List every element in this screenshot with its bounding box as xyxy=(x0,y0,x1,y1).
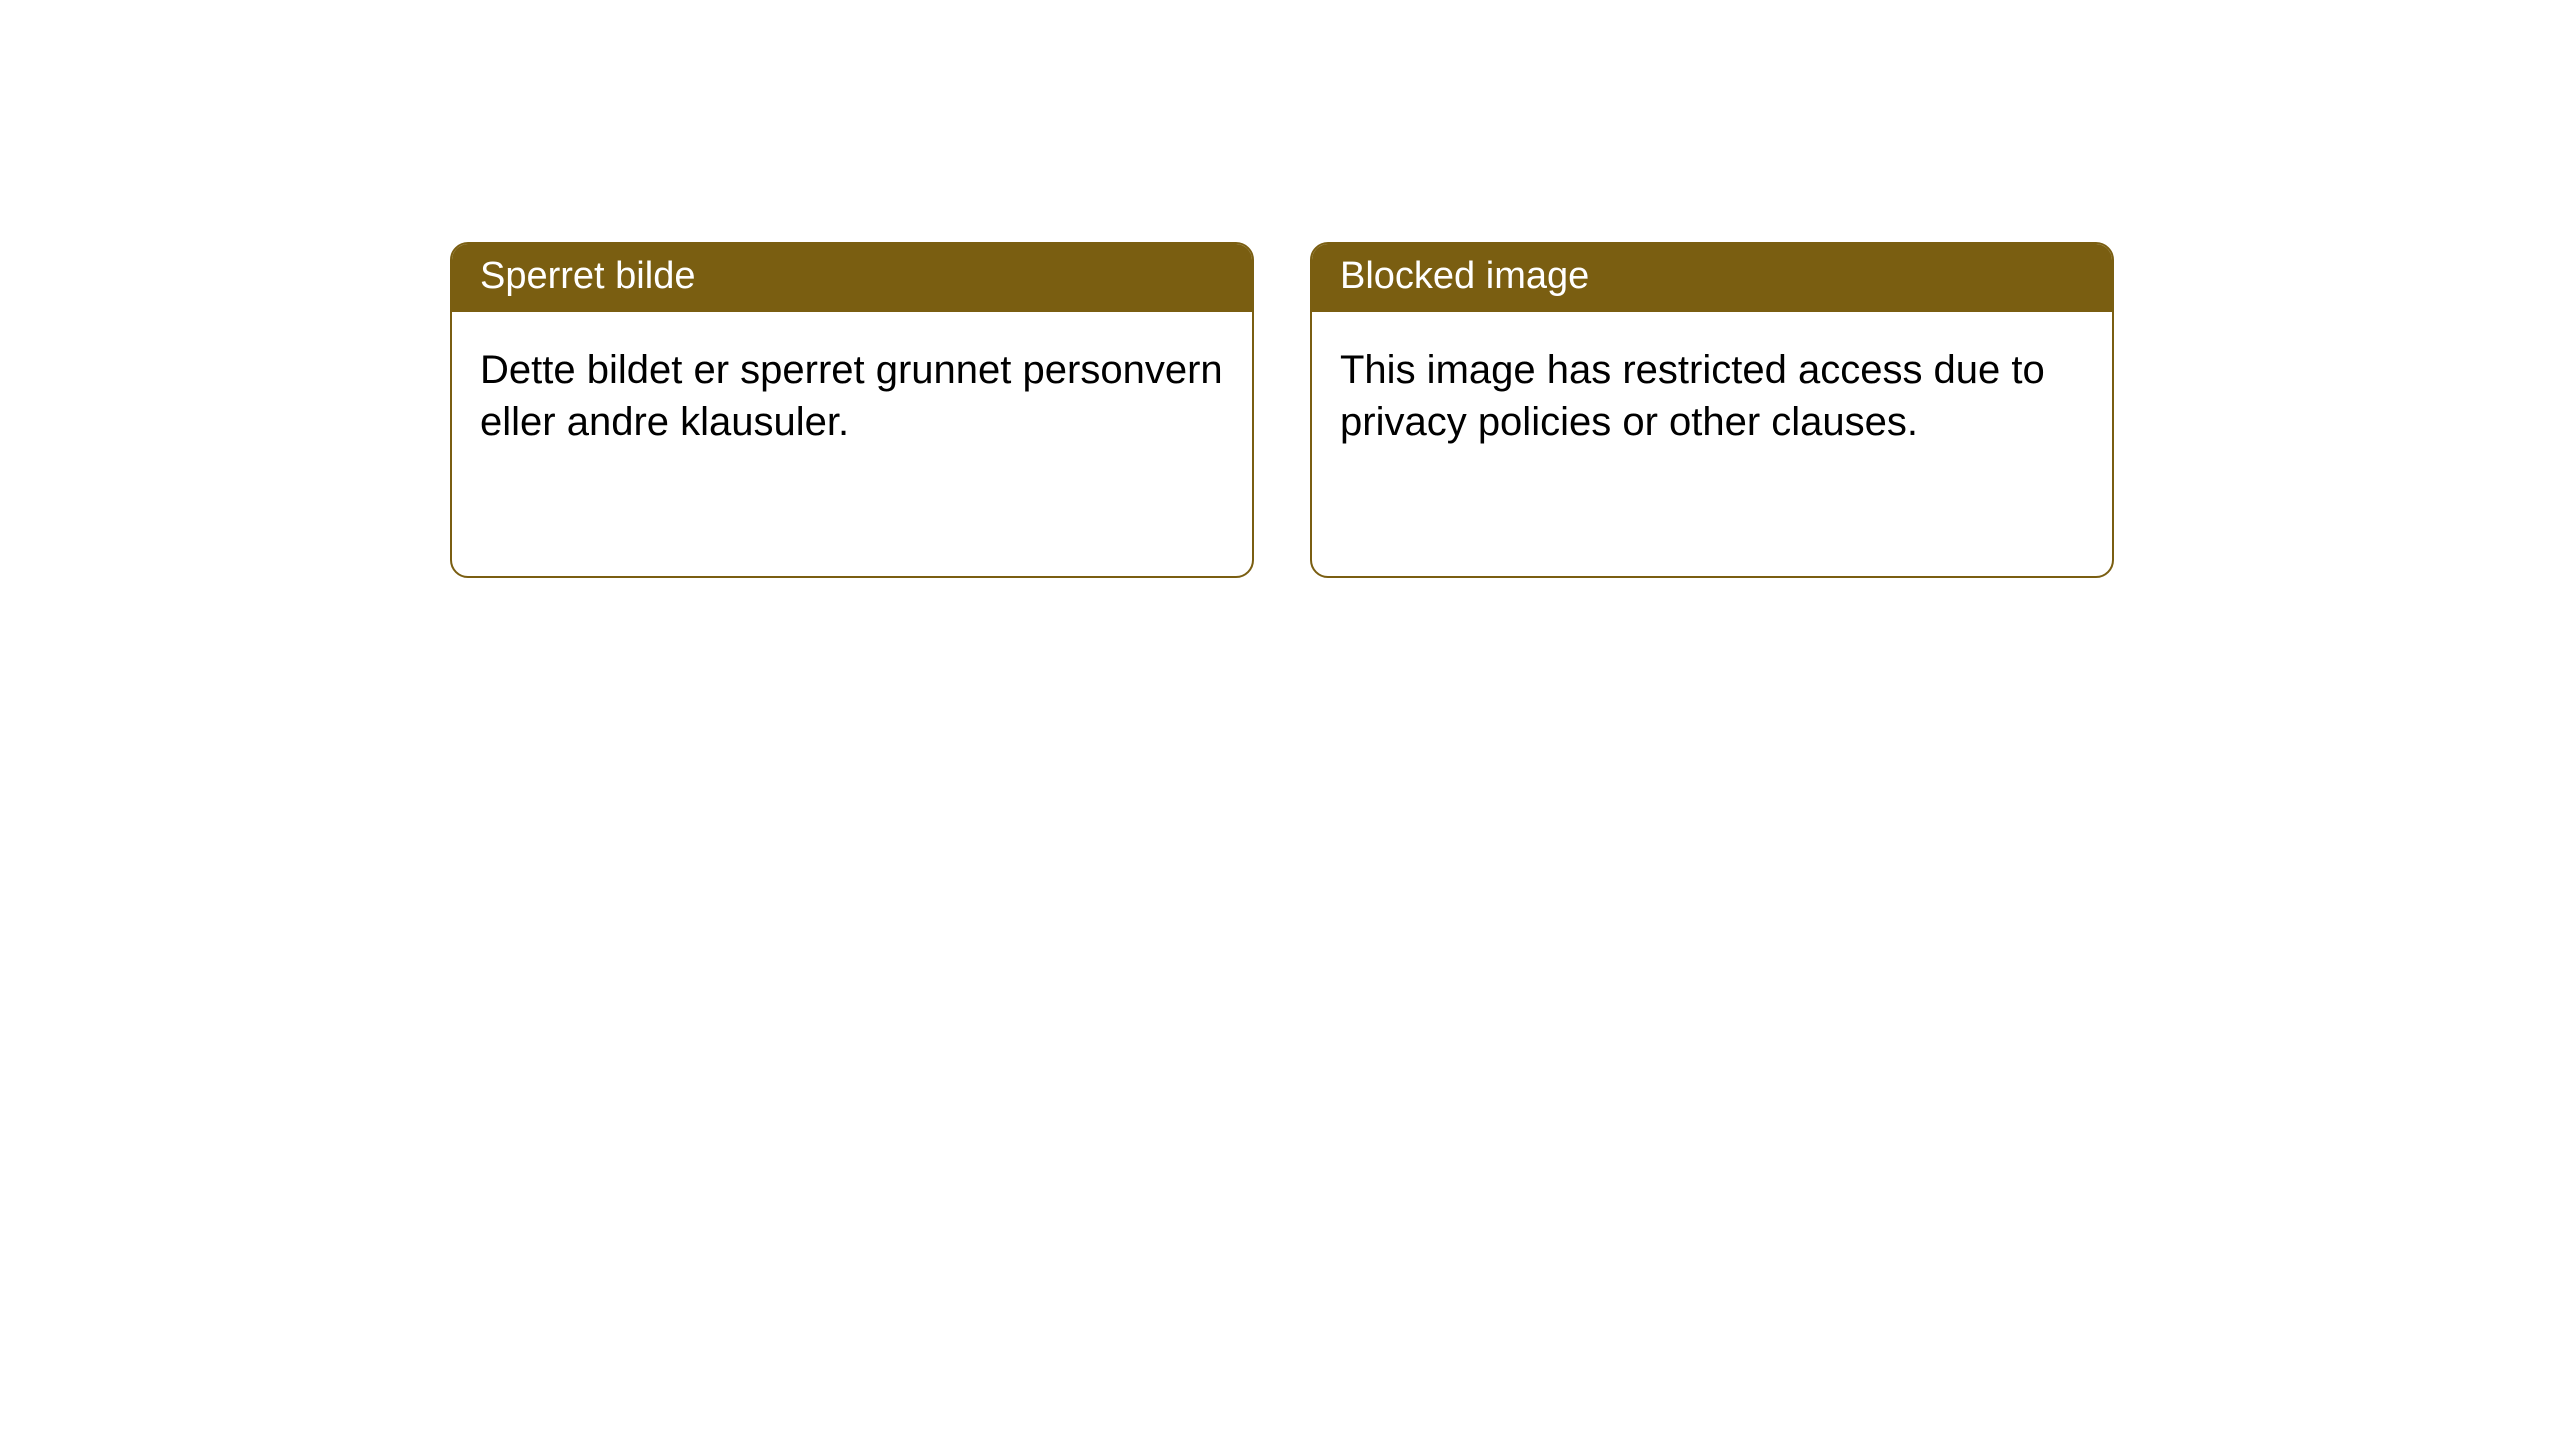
notice-title-no: Sperret bilde xyxy=(452,244,1252,312)
notice-card-no: Sperret bilde Dette bildet er sperret gr… xyxy=(450,242,1254,578)
notice-container: Sperret bilde Dette bildet er sperret gr… xyxy=(450,242,2114,578)
notice-title-en: Blocked image xyxy=(1312,244,2112,312)
notice-card-en: Blocked image This image has restricted … xyxy=(1310,242,2114,578)
notice-body-no: Dette bildet er sperret grunnet personve… xyxy=(452,312,1252,480)
notice-body-en: This image has restricted access due to … xyxy=(1312,312,2112,480)
